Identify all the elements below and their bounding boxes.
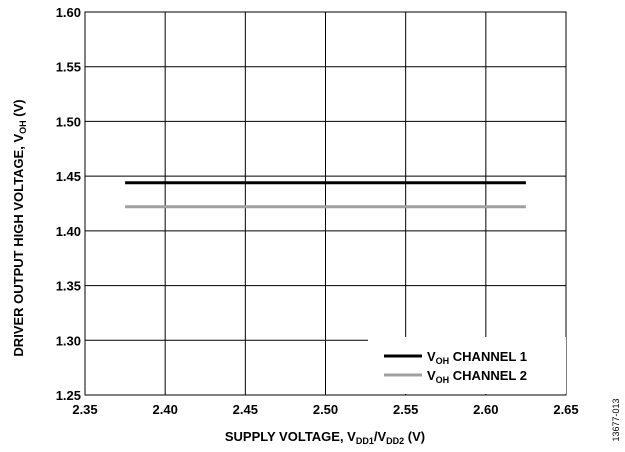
- legend-label-1: VOH CHANNEL 1: [427, 349, 527, 366]
- y-tick-label: 1.30: [56, 333, 81, 348]
- y-tick-label: 1.55: [56, 60, 81, 75]
- y-tick-label: 1.40: [56, 224, 81, 239]
- plot-border: [84, 11, 567, 396]
- y-tick-label: 1.50: [56, 114, 81, 129]
- y-tick-label: 1.35: [56, 279, 81, 294]
- y-tick-label: 1.25: [56, 388, 81, 403]
- x-tick-label: 2.65: [553, 402, 578, 417]
- legend-box: [368, 337, 566, 394]
- x-tick-label: 2.60: [473, 402, 498, 417]
- x-axis-title: SUPPLY VOLTAGE, VDD1/VDD2 (V): [225, 429, 425, 446]
- figure-id: 13677-013: [611, 398, 621, 441]
- y-axis-title: DRIVER OUTPUT HIGH VOLTAGE, VOH (V): [11, 99, 28, 356]
- x-tick-label: 2.45: [233, 402, 258, 417]
- x-tick-label: 2.35: [72, 402, 97, 417]
- x-tick-label: 2.40: [153, 402, 178, 417]
- y-tick-label: 1.45: [56, 169, 81, 184]
- legend: VOH CHANNEL 1 VOH CHANNEL 2: [368, 337, 566, 394]
- y-tick-labels: 1.25 1.30 1.35 1.40 1.45 1.50 1.55 1.60: [56, 5, 81, 403]
- grid: [84, 11, 567, 396]
- legend-label-2: VOH CHANNEL 2: [427, 368, 527, 385]
- y-tick-label: 1.60: [56, 5, 81, 20]
- x-tick-label: 2.55: [393, 402, 418, 417]
- series-lines: [125, 181, 526, 209]
- x-tick-labels: 2.35 2.40 2.45 2.50 2.55 2.60 2.65: [72, 402, 578, 417]
- x-tick-label: 2.50: [313, 402, 338, 417]
